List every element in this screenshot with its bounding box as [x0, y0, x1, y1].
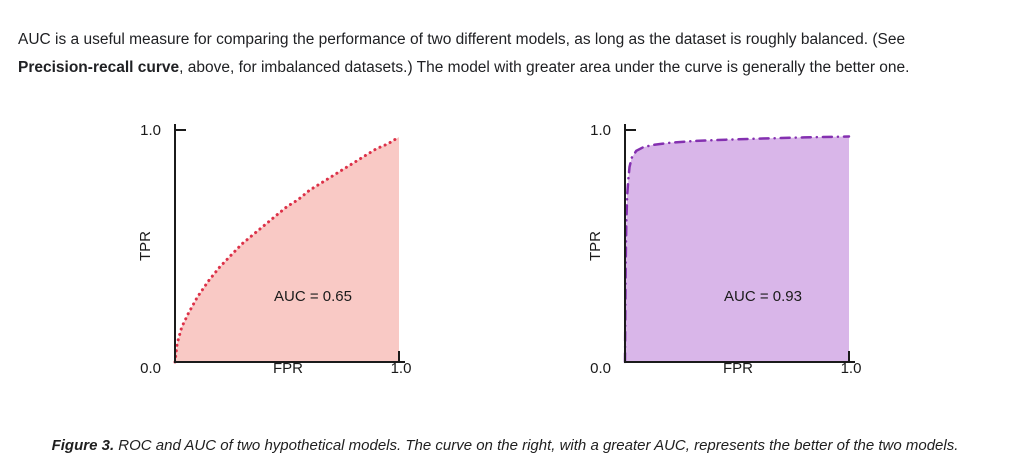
- intro-text-after: , above, for imbalanced datasets.) The m…: [179, 59, 910, 76]
- precision-recall-curve-bold-text: Precision-recall curve: [18, 59, 180, 76]
- roc-plot-area-left: [173, 124, 405, 364]
- figure-caption-label: Figure 3.: [51, 437, 115, 454]
- y-axis-tick-label-top: 1.0: [140, 122, 161, 139]
- roc-chart-model-1: 1.0 TPR AUC = 0.65 0.0 FPR 1.0: [133, 112, 433, 407]
- intro-paragraph: AUC is a useful measure for comparing th…: [18, 26, 966, 83]
- y-axis-tick-label-top: 1.0: [590, 122, 611, 139]
- roc-curve: [623, 135, 851, 364]
- auc-area-fill: [175, 137, 399, 362]
- auc-annotation: AUC = 0.93: [724, 288, 802, 305]
- auc-area-fill: [625, 136, 849, 362]
- x-axis-title: FPR: [723, 360, 753, 377]
- y-axis-title: TPR: [137, 231, 154, 261]
- y-axis-title: TPR: [587, 231, 604, 261]
- roc-plot-area-right: [623, 124, 855, 364]
- origin-tick-label: 0.0: [140, 360, 161, 377]
- x-axis-tick-label-right: 1.0: [840, 360, 862, 377]
- auc-annotation: AUC = 0.65: [274, 288, 352, 305]
- figure-caption: Figure 3. ROC and AUC of two hypothetica…: [0, 437, 1010, 454]
- intro-text-before: AUC is a useful measure for comparing th…: [18, 30, 906, 48]
- x-axis-tick-label-right: 1.0: [390, 360, 412, 377]
- x-axis-title: FPR: [273, 360, 303, 377]
- roc-chart-model-2: 1.0 TPR AUC = 0.93 0.0 FPR 1.0: [583, 112, 883, 407]
- origin-tick-label: 0.0: [590, 360, 611, 377]
- figure-caption-text: ROC and AUC of two hypothetical models. …: [114, 437, 959, 454]
